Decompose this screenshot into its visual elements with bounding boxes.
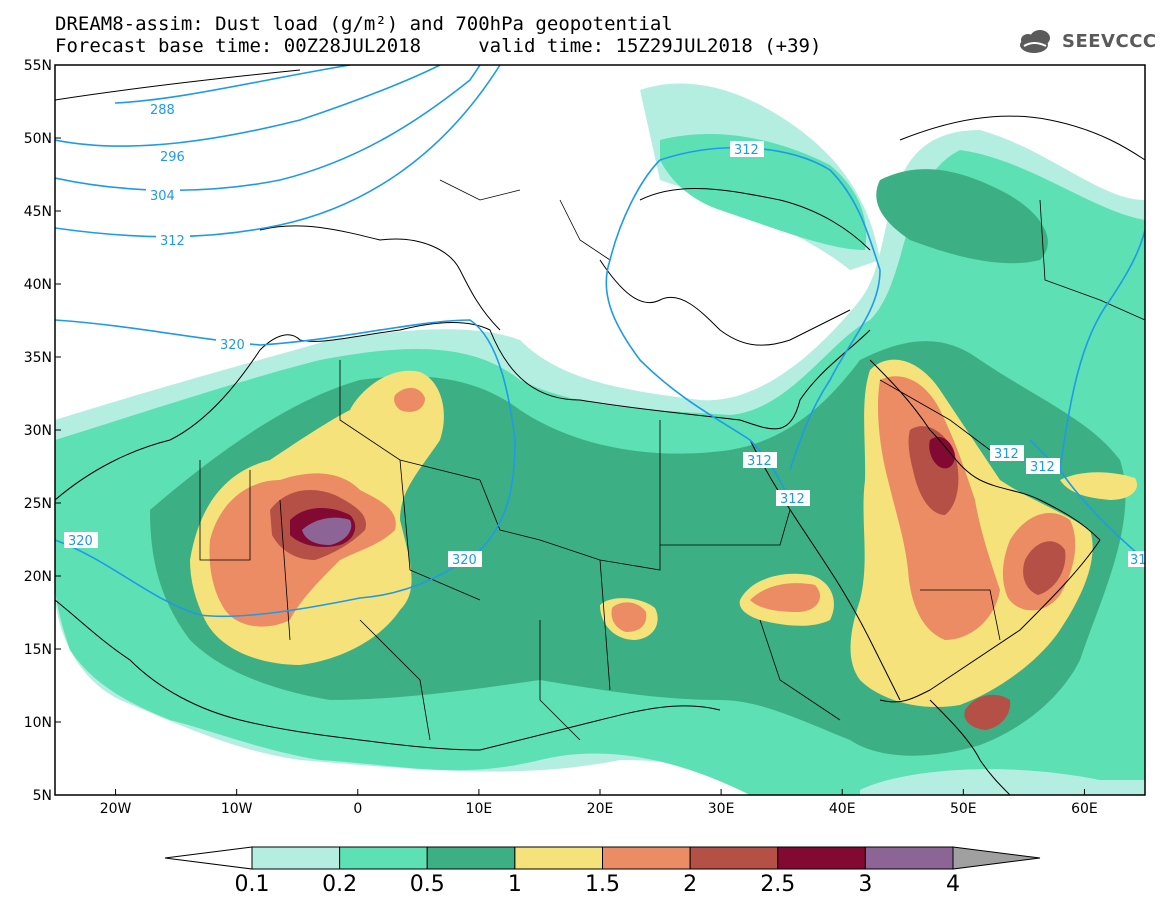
colorbar-label: 1 [507,872,522,897]
lon-label: 60E [1071,801,1098,817]
colorbar-box [602,846,691,870]
contour-labels: 288 296 304 312 320 320 320 312 312 312 … [64,101,1147,568]
dust-band-1-iran [1060,472,1138,500]
lon-label: 30E [708,801,735,817]
latitude-axis: 55N 50N 45N 40N 35N 30N 25N 20N 15N 10N 5N [24,58,61,804]
contour-label: 312 [747,454,772,469]
contour-label: 296 [160,150,185,165]
colorbar-box [514,846,603,870]
colorbar-label: 0.5 [409,872,445,897]
contour-label: 31 [1130,553,1147,568]
colorbar-box [251,846,341,870]
lat-label: 55N [24,58,52,74]
contour-label: 312 [734,143,759,158]
dust-band-2-somalia [964,694,1011,730]
contour-label: 288 [150,103,175,118]
lat-label: 40N [24,277,52,293]
forecast-time-subtitle: Forecast base time: 00Z28JUL2018 valid t… [55,35,822,57]
map-title: DREAM8-assim: Dust load (g/m²) and 700hP… [55,13,673,35]
colorbar-label: 4 [946,872,960,897]
lat-label: 50N [24,131,52,147]
colorbar-max-triangle [952,846,1041,870]
colorbar-box [339,846,428,870]
dust-band-1.5-chad [611,602,647,632]
colorbar [164,846,1041,870]
contour-label: 320 [68,534,93,549]
lon-label: 20W [100,801,132,817]
contour-label: 312 [994,447,1019,462]
contour-label: 312 [160,234,185,249]
contour-label: 312 [1030,460,1055,475]
lat-label: 25N [24,496,52,512]
logo [1020,30,1050,53]
dust-band-1.5-sudan [750,583,820,612]
lat-label: 35N [24,350,52,366]
colorbar-box [426,846,516,870]
country-borders [199,179,1145,741]
colorbar-box [689,846,779,870]
dust-band-3-west [302,517,352,545]
lat-label: 15N [24,642,52,658]
lon-label: 10W [221,801,253,817]
dust-band-0.5-caspian [876,169,1048,264]
lat-label: 5N [33,788,52,804]
logo-text: SEEVCCC [1062,31,1157,52]
dust-field [55,65,1145,795]
lat-label: 45N [24,204,52,220]
colorbar-label: 2 [683,872,698,897]
lon-label: 50E [950,801,977,817]
lon-label: 0 [353,801,362,817]
contour-label: 304 [150,189,175,204]
lat-label: 20N [24,569,52,585]
dust-band-1.5-sahara [394,387,425,412]
colorbar-label: 0.1 [234,872,270,897]
lon-label: 40E [829,801,856,817]
colorbar-box [777,846,866,870]
colorbar-label: 1.5 [585,872,620,897]
dust-band-2-oman [1023,541,1066,595]
geopotential-contours [55,65,1145,618]
longitude-axis: 20W 10W 0 10E 20E 30E 40E 50E 60E [100,789,1098,817]
colorbar-box [864,846,954,870]
lon-label: 10E [466,801,493,817]
contour-label: 320 [220,338,245,353]
lat-label: 10N [24,715,52,731]
dust-band-2.5-arabia [929,436,955,469]
colorbar-label: 0.2 [322,872,358,897]
colorbar-label: 2.5 [760,872,796,897]
dust-band-0.2-north [660,134,867,250]
contour-label: 312 [780,492,805,507]
lon-label: 20E [587,801,614,817]
contour-label: 320 [452,553,477,568]
lat-label: 30N [24,423,52,439]
colorbar-min-triangle [164,846,253,870]
colorbar-label: 3 [858,872,873,897]
cloud-icon [1020,30,1050,53]
